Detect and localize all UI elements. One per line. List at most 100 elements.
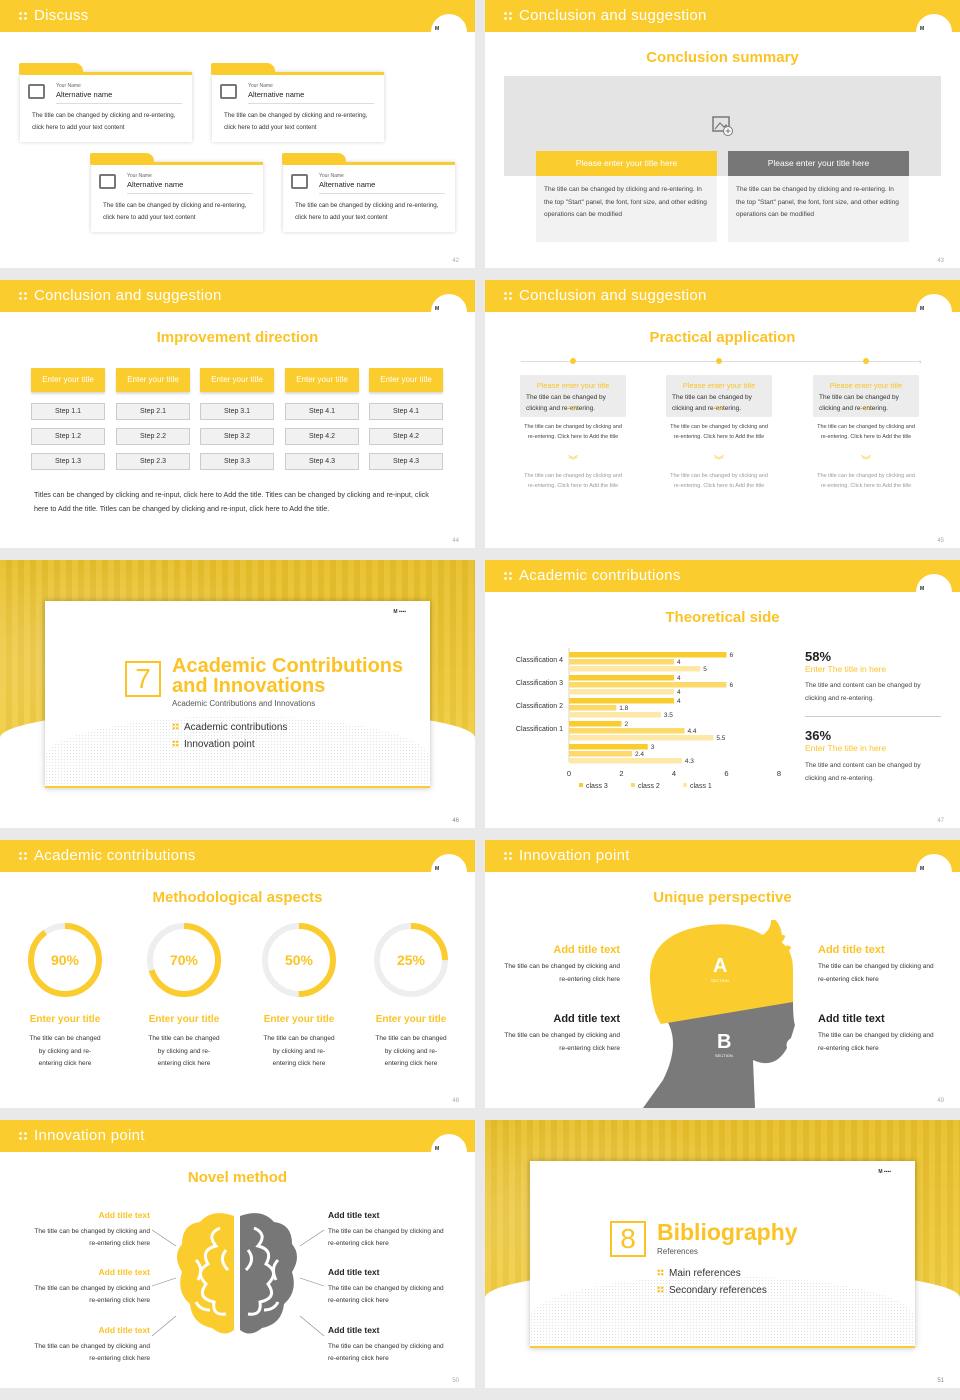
- bar: [569, 735, 714, 741]
- data-label: 4: [677, 698, 681, 705]
- section-b-letter: B: [717, 1031, 731, 1053]
- title-box[interactable]: Please enter your title The title can be …: [666, 375, 772, 417]
- chapter-title: Bibliography: [657, 1219, 798, 1245]
- title-box[interactable]: Please enter your title The title can be …: [520, 375, 626, 417]
- step-box[interactable]: Step 3.3: [200, 453, 274, 470]
- step-box[interactable]: Step 4.2: [285, 428, 359, 445]
- chevron-down-icon: ︾: [861, 407, 871, 418]
- bar: [569, 689, 674, 695]
- logo-badge: M: [916, 294, 952, 330]
- card-text: The title can be changed by clicking and…: [32, 112, 176, 131]
- block-text: The title can be changed by clicking and…: [504, 1032, 620, 1052]
- step-box[interactable]: Step 4.3: [285, 453, 359, 470]
- slide-47: Academic contributions M Theoretical sid…: [485, 560, 960, 828]
- slide-title: Practical application: [649, 329, 796, 346]
- chapter-item[interactable]: Innovation point: [172, 739, 255, 750]
- step-box[interactable]: Step 1.1: [31, 403, 105, 420]
- small-text: The title can be changed by clicking and…: [670, 424, 768, 440]
- text-block: Add title text The title can be changed b…: [818, 1012, 938, 1055]
- page-number: 42: [452, 258, 459, 264]
- ring-caption: Enter your title The title can be changed…: [15, 1014, 115, 1071]
- step-box[interactable]: Step 4.2: [369, 428, 443, 445]
- info-card[interactable]: Your Name Alternative name The title can b…: [90, 153, 263, 232]
- slide-header: Innovation point: [0, 1120, 475, 1152]
- step-box[interactable]: Step 1.2: [31, 428, 105, 445]
- logo-text: M: [435, 866, 439, 872]
- page-number: 47: [937, 818, 944, 824]
- box-title: Please enter your title: [682, 381, 756, 390]
- slide-46: M ▪▪▪▪ 7 Academic Contributions and Inno…: [0, 560, 475, 828]
- progress-ring: 70%: [145, 921, 223, 999]
- slide-title: Theoretical side: [665, 609, 780, 626]
- image-placeholder-icon: [99, 174, 116, 189]
- step-box[interactable]: Step 1.3: [31, 453, 105, 470]
- progress-ring: 25%: [372, 921, 450, 999]
- item-label: Secondary references: [669, 1285, 767, 1296]
- logo-badge: M: [916, 854, 952, 890]
- logo-text: M: [435, 1146, 439, 1152]
- step-box[interactable]: Step 3.2: [200, 428, 274, 445]
- step-box[interactable]: Step 4.3: [369, 453, 443, 470]
- title-box[interactable]: Please enter your title The title can be …: [813, 375, 919, 417]
- bar: [569, 758, 682, 764]
- info-card[interactable]: Your Name Alternative name The title can b…: [211, 63, 384, 142]
- method-item: Add title text The title can be changed b…: [30, 1324, 150, 1366]
- chevron-down-icon: ︾: [568, 456, 578, 467]
- card-tab: [211, 63, 275, 74]
- ring-value: 50%: [284, 952, 314, 968]
- chapter-item[interactable]: Secondary references: [657, 1285, 767, 1296]
- small-text-faded: The title can be changed by clicking and…: [817, 473, 915, 489]
- bar: [569, 721, 622, 727]
- tick-label: 2: [619, 769, 623, 778]
- column-title[interactable]: Enter your title: [285, 368, 359, 392]
- item-text: The title can be changed by clicking and…: [34, 1227, 150, 1248]
- item-text: The title can be changed by clicking and…: [34, 1284, 150, 1305]
- item-title: Add title text: [328, 1210, 380, 1220]
- info-card[interactable]: Your Name Alternative name The title can b…: [19, 63, 192, 142]
- bar: [569, 705, 617, 711]
- section-label: SECTION: [711, 978, 729, 983]
- column-title[interactable]: Enter your title: [369, 368, 443, 392]
- step-box[interactable]: Step 2.3: [116, 453, 190, 470]
- chapter-item[interactable]: Academic contributions: [172, 722, 287, 733]
- left-title-bar[interactable]: Please enter your title here: [536, 151, 717, 176]
- item-title: Add title text: [328, 1325, 380, 1335]
- column-title[interactable]: Enter your title: [116, 368, 190, 392]
- page-number: 44: [452, 538, 459, 544]
- right-text: The title can be changed by clicking and…: [728, 176, 909, 242]
- step-box[interactable]: Step 3.1: [200, 403, 274, 420]
- step-box[interactable]: Step 4.1: [285, 403, 359, 420]
- chapter-title-line1: Academic Contributions: [172, 655, 404, 677]
- bar: [569, 712, 661, 718]
- step-box[interactable]: Step 2.1: [116, 403, 190, 420]
- ring-caption: Enter your title The title can be changed…: [134, 1014, 234, 1071]
- column-title[interactable]: Enter your title: [200, 368, 274, 392]
- category-label: Classification 1: [516, 726, 563, 733]
- step-box[interactable]: Step 4.1: [369, 403, 443, 420]
- slide-48: Academic contributions M Methodological …: [0, 840, 475, 1108]
- info-card[interactable]: Your Name Alternative name The title can b…: [282, 153, 455, 232]
- chapter-item[interactable]: Main references: [657, 1268, 741, 1279]
- column-title[interactable]: Enter your title: [31, 368, 105, 392]
- bar: [569, 652, 727, 658]
- slide-header: Innovation point: [485, 840, 960, 872]
- card-your-name: Your Name: [56, 83, 81, 89]
- caption-title: Enter your title: [29, 1014, 101, 1025]
- image-placeholder-icon: [220, 84, 237, 99]
- item-title: Add title text: [328, 1267, 380, 1277]
- dots-icon: [503, 291, 513, 301]
- header-title: Innovation point: [519, 847, 630, 864]
- dots-icon: [657, 1269, 664, 1276]
- category-label: Classification 3: [516, 680, 563, 687]
- right-title-bar[interactable]: Please enter your title here: [728, 151, 909, 176]
- header-title: Conclusion and suggestion: [519, 287, 707, 304]
- step-box[interactable]: Step 2.2: [116, 428, 190, 445]
- slide-header: Academic contributions: [485, 560, 960, 592]
- caption-text: The title can be changed by clicking and…: [375, 1035, 447, 1067]
- dots-icon: [503, 571, 513, 581]
- item-label: Academic contributions: [184, 722, 288, 733]
- progress-ring: 90%: [26, 921, 104, 999]
- image-placeholder-icon: [291, 174, 308, 189]
- block-text: The title can be changed by clicking and…: [504, 963, 620, 983]
- slide-43: Conclusion and suggestion M Conclusion s…: [485, 0, 960, 268]
